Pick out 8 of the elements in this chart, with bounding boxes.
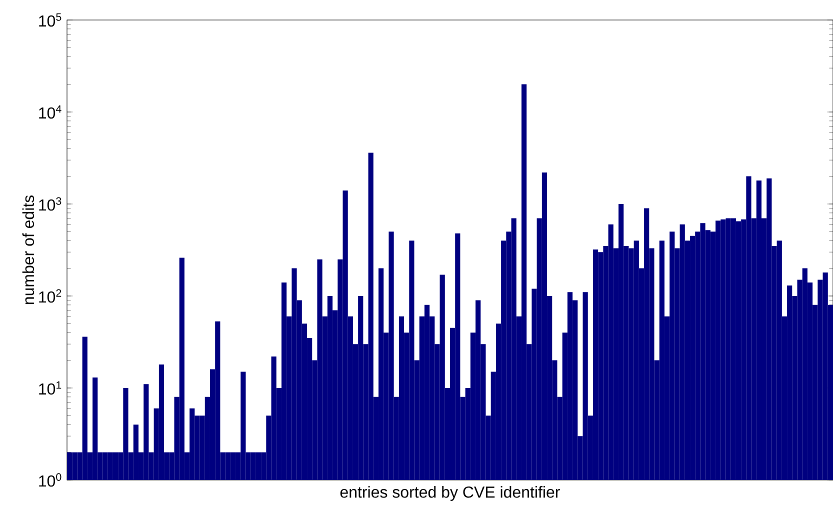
y-tick-label: 10$^{3}$ — [39, 197, 62, 211]
y-tick-label: 10$^{4}$ — [39, 105, 62, 119]
y-tick-label: 10$^{2}$ — [39, 289, 62, 303]
y-tick-label: 10$^{0}$ — [39, 473, 62, 487]
y-tick-label: 10$^{5}$ — [39, 13, 62, 27]
x-axis-title: entries sorted by CVE identifier — [340, 486, 560, 501]
y-axis-title: number of edits — [22, 195, 34, 304]
y-tick-label: 10$^{1}$ — [39, 381, 62, 395]
